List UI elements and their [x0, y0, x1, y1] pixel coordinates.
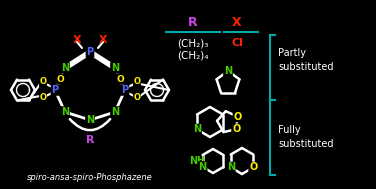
Text: P: P [52, 85, 59, 95]
Text: O: O [39, 94, 47, 102]
Text: R: R [188, 15, 198, 29]
Text: O: O [249, 163, 258, 173]
Text: spiro-ansa-spiro-Phosphazene: spiro-ansa-spiro-Phosphazene [27, 174, 153, 183]
Text: N: N [227, 163, 235, 173]
Text: N: N [224, 66, 232, 76]
Text: N: N [86, 115, 94, 125]
FancyArrowPatch shape [70, 119, 110, 130]
Text: X: X [232, 15, 242, 29]
Text: N: N [61, 63, 69, 73]
Text: Partly
substituted: Partly substituted [278, 48, 334, 72]
Text: X: X [99, 35, 107, 45]
Text: Cl: Cl [231, 38, 243, 48]
Text: (CH₂)₃: (CH₂)₃ [177, 38, 209, 48]
Text: N: N [111, 63, 119, 73]
Text: N: N [193, 125, 201, 135]
Text: P: P [86, 47, 94, 57]
Text: O: O [233, 112, 242, 122]
Text: O: O [116, 74, 124, 84]
Text: N: N [199, 162, 207, 172]
Text: O: O [56, 74, 64, 84]
Text: N: N [111, 107, 119, 117]
Text: O: O [133, 77, 141, 87]
Text: O: O [133, 94, 141, 102]
Text: R: R [86, 135, 94, 145]
Text: (CH₂)₄: (CH₂)₄ [177, 50, 209, 60]
Text: N: N [61, 107, 69, 117]
Text: NH: NH [189, 156, 205, 166]
Text: Fully
substituted: Fully substituted [278, 125, 334, 149]
Text: O: O [232, 124, 240, 134]
Text: P: P [121, 85, 129, 95]
Text: O: O [39, 77, 47, 87]
Text: X: X [73, 35, 81, 45]
